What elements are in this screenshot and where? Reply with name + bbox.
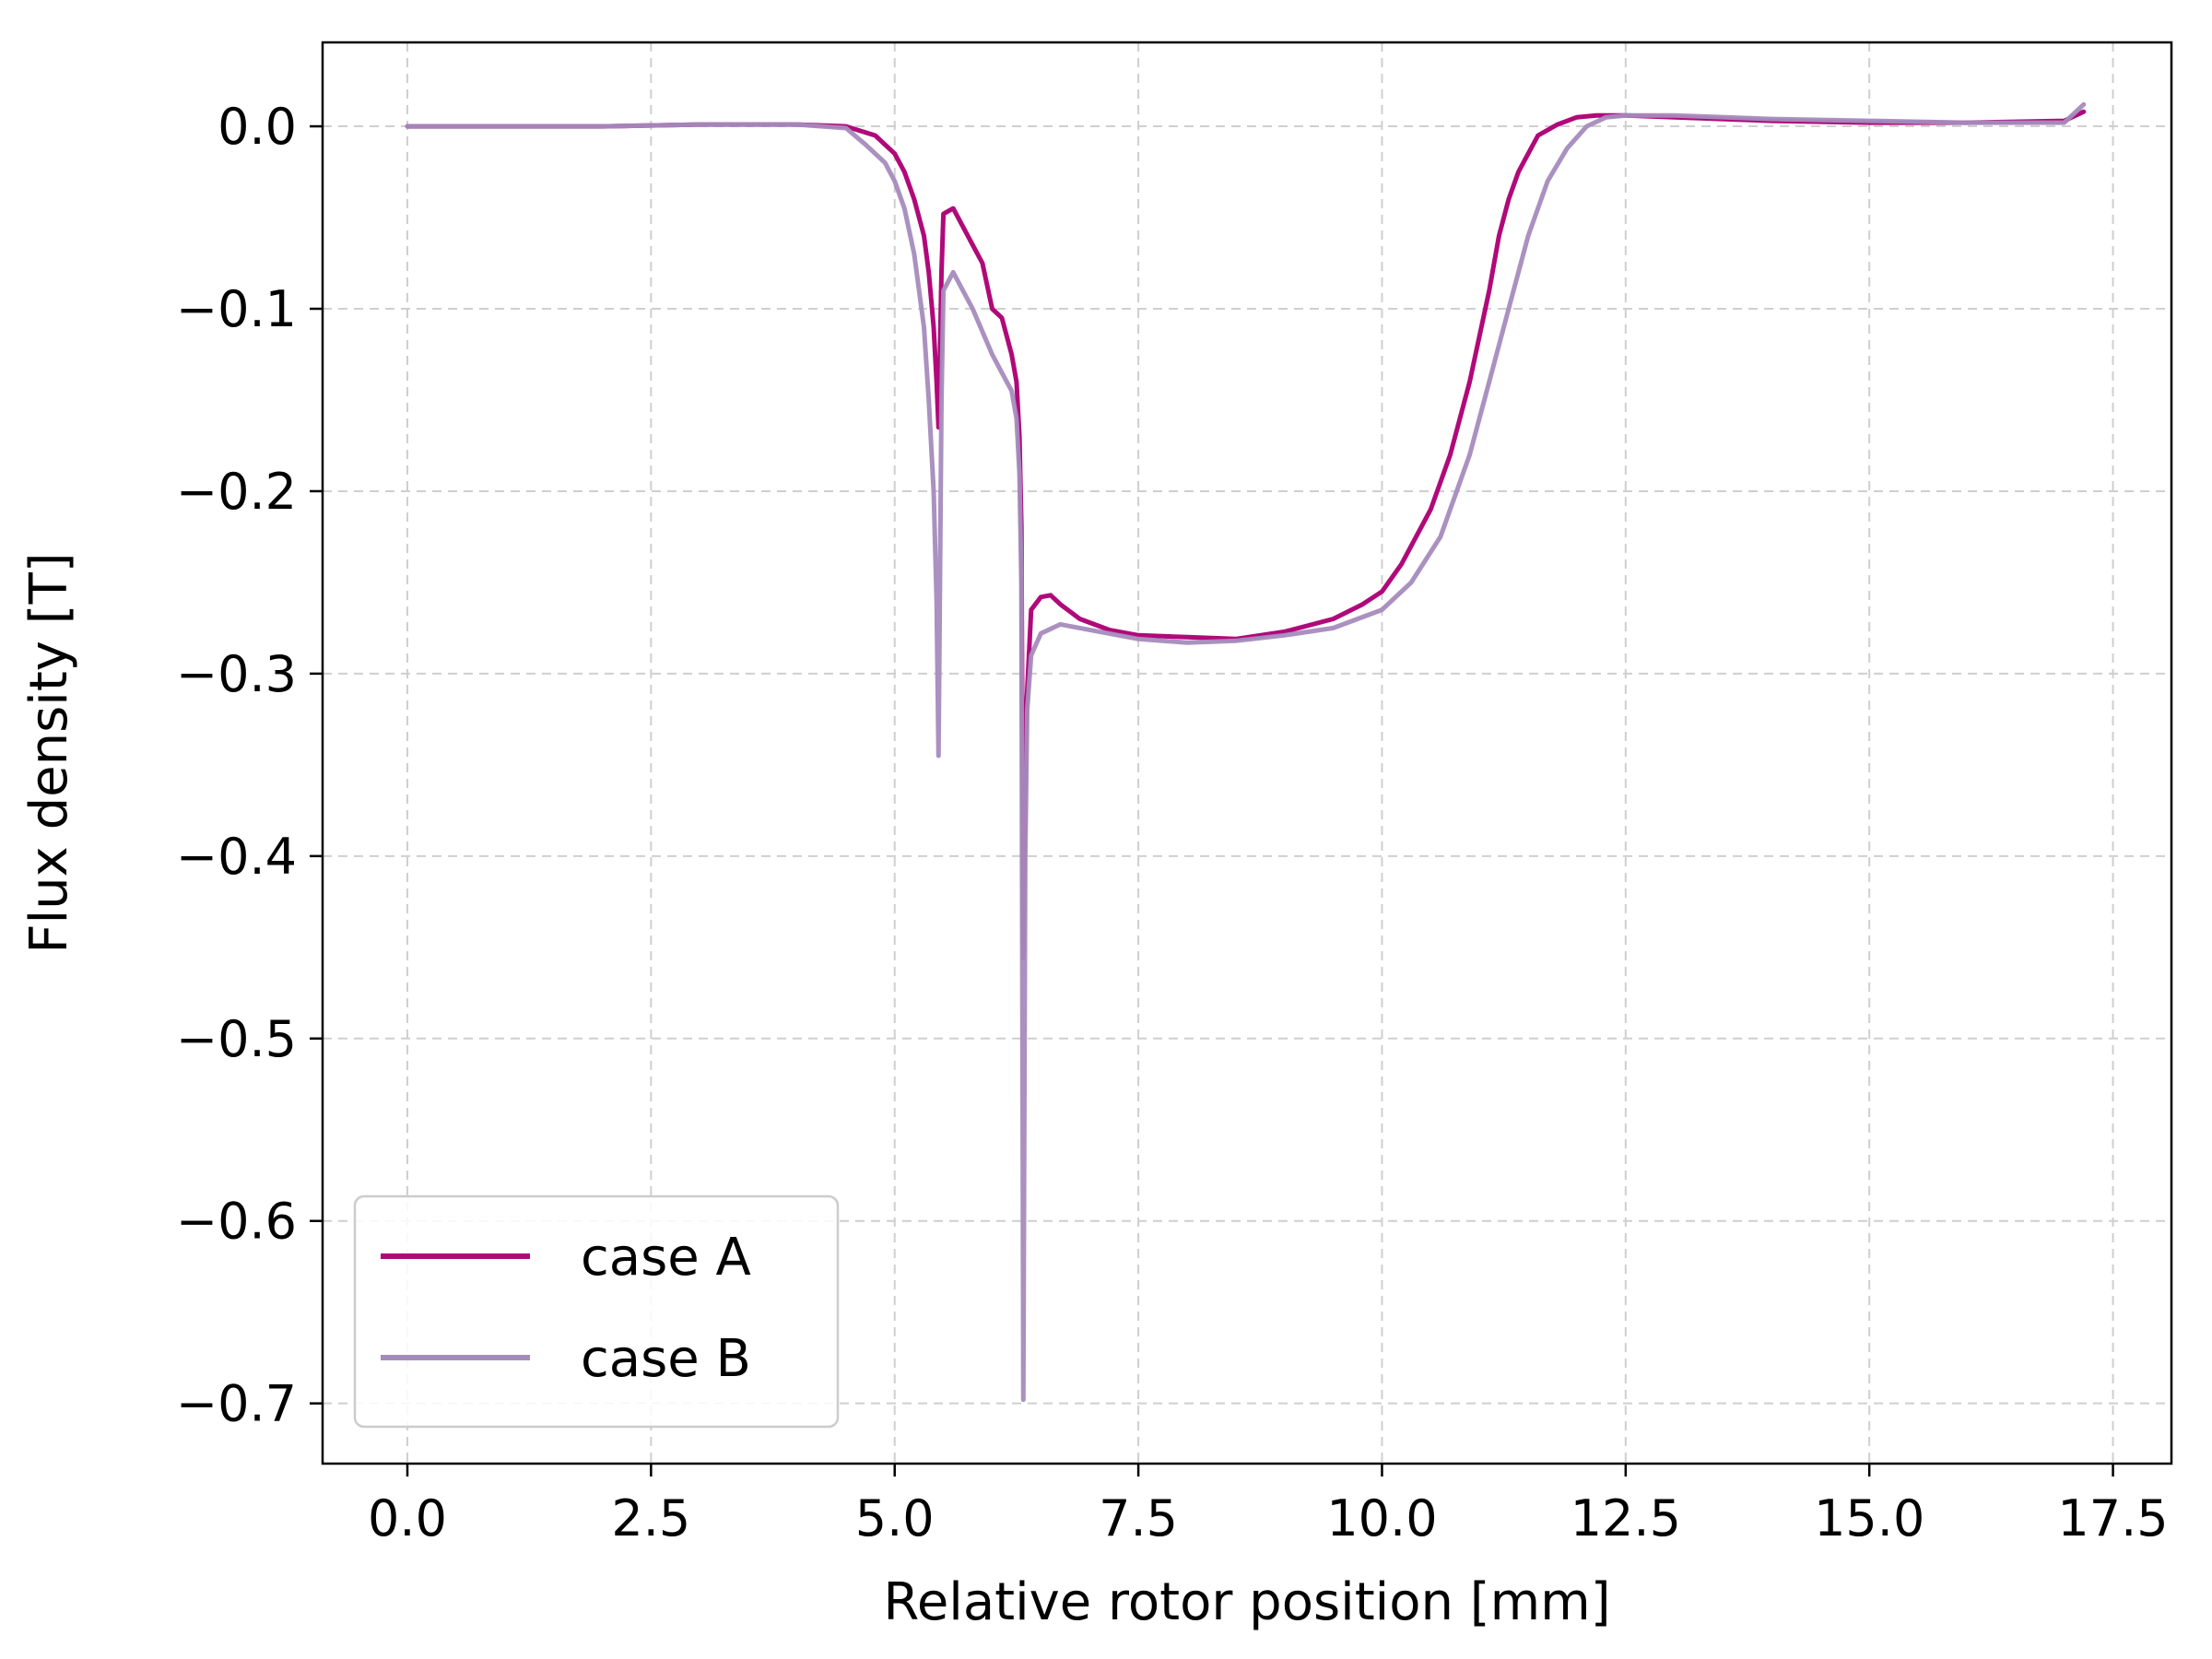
x-tick-label: 17.5 — [2057, 1489, 2168, 1547]
legend-label: case B — [581, 1329, 751, 1389]
x-tick-label: 5.0 — [855, 1489, 935, 1547]
y-tick-label: −0.4 — [176, 828, 297, 886]
legend: case A case B — [353, 1194, 840, 1429]
y-tick-label: −0.3 — [176, 645, 297, 703]
series-layer — [405, 101, 2087, 1403]
x-tick-label: 15.0 — [1814, 1489, 1924, 1547]
y-axis: 0.0 −0.1 −0.2 −0.3 −0.4 −0.5 −0.6 −0.7 — [176, 98, 323, 1433]
y-tick-label: −0.7 — [176, 1375, 297, 1433]
series-line-case-b — [405, 101, 2087, 1403]
x-axis: 0.0 2.5 5.0 7.5 10.0 12.5 15.0 17.5 — [368, 1464, 2169, 1547]
y-tick-label: −0.1 — [176, 280, 297, 338]
y-tick-label: −0.6 — [176, 1193, 297, 1251]
x-tick-label: 10.0 — [1326, 1489, 1437, 1547]
x-tick-label: 0.0 — [368, 1489, 447, 1547]
plot-frame — [321, 41, 2173, 1465]
y-tick-label: 0.0 — [218, 98, 297, 156]
x-tick-label: 7.5 — [1099, 1489, 1178, 1547]
y-tick-label: −0.5 — [176, 1010, 297, 1068]
y-axis-title: Flux density [T] — [19, 552, 79, 953]
x-tick-label: 2.5 — [611, 1489, 690, 1547]
grid-lines — [323, 42, 2171, 1464]
x-axis-title: Relative rotor position [mm] — [883, 1572, 1610, 1632]
x-tick-label: 12.5 — [1571, 1489, 1681, 1547]
series-line-case-a — [405, 109, 2087, 961]
y-tick-label: −0.2 — [176, 463, 297, 521]
legend-label: case A — [581, 1228, 751, 1288]
